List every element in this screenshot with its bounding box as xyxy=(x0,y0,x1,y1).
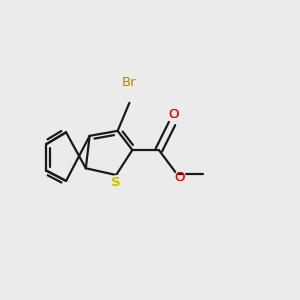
Text: Br: Br xyxy=(122,76,137,89)
Text: S: S xyxy=(111,176,121,189)
Text: S: S xyxy=(110,175,122,190)
Text: O: O xyxy=(168,108,179,121)
Text: O: O xyxy=(168,108,179,121)
Text: O: O xyxy=(174,171,185,184)
Text: O: O xyxy=(174,171,185,184)
Text: O: O xyxy=(173,169,186,184)
Text: O: O xyxy=(167,107,180,122)
Text: S: S xyxy=(111,176,121,189)
